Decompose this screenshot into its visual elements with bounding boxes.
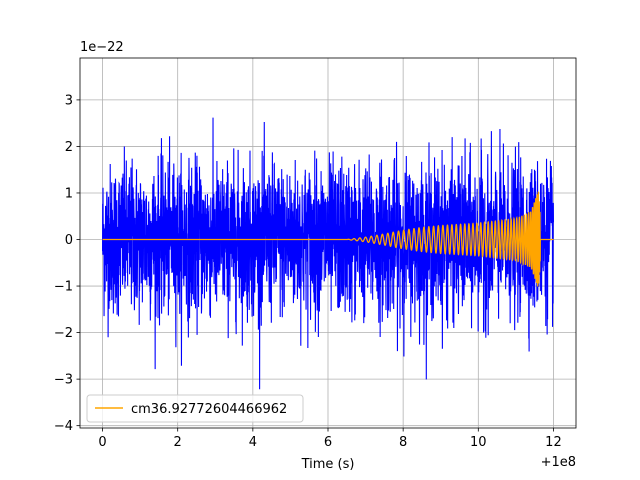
y-tick-label: 3 [65, 93, 73, 108]
legend: cm36.92772604466962 [86, 394, 304, 423]
y-tick-label: 1 [65, 186, 73, 201]
y-axis: −4 −3 −2 −1 0 1 2 3 [54, 93, 80, 434]
x-tick-label: 12 [545, 435, 562, 450]
y-tick-label: −4 [54, 419, 73, 434]
y-tick-label: 0 [65, 233, 73, 248]
y-tick-label: −2 [54, 326, 73, 341]
x-tick-label: 0 [98, 435, 106, 450]
template-series [102, 191, 554, 287]
x-tick-label: 4 [249, 435, 257, 450]
y-tick-label: −1 [54, 280, 73, 295]
x-tick-label: 8 [399, 435, 407, 450]
legend-box [86, 394, 304, 423]
legend-label: cm36.92772604466962 [131, 402, 287, 417]
x-tick-label: 6 [324, 435, 332, 450]
x-axis-label: Time (s) [301, 457, 355, 472]
y-tick-label: −3 [54, 373, 73, 388]
x-axis: 0 2 4 6 8 10 12 [98, 428, 562, 450]
y-tick-label: 2 [65, 140, 73, 155]
x-tick-label: 10 [470, 435, 487, 450]
x-offset-text: +1e8 [541, 455, 576, 470]
x-tick-label: 2 [174, 435, 182, 450]
y-offset-text: 1e−22 [80, 40, 124, 55]
template-line [102, 191, 554, 287]
